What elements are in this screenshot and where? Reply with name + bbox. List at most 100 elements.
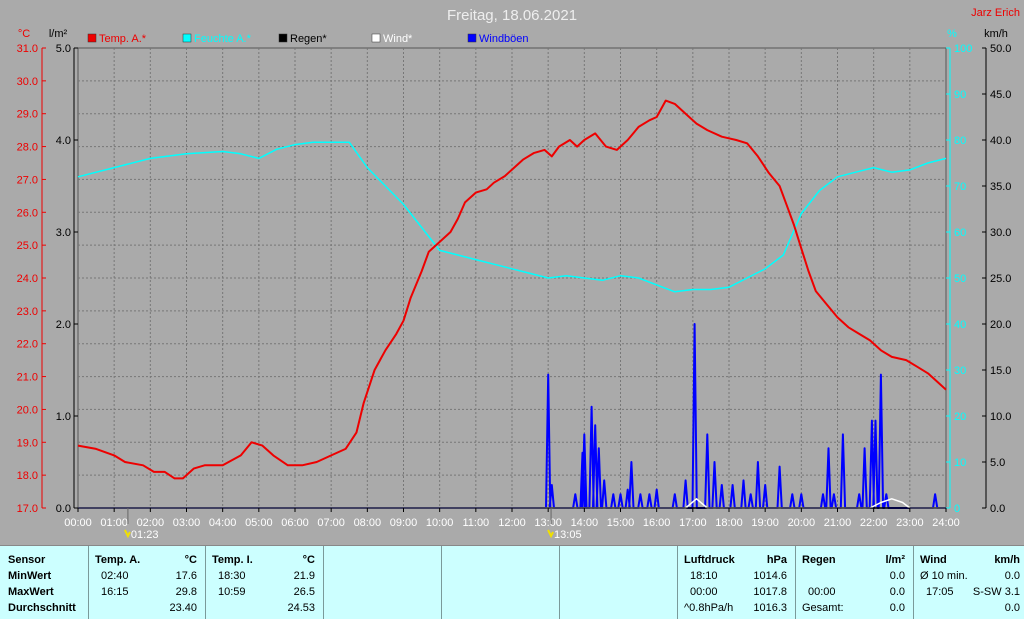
temp-a-header: Temp. A. bbox=[95, 554, 141, 566]
pressure-max-time: 00:00 bbox=[690, 586, 718, 598]
temp-tick-label: 30.0 bbox=[17, 76, 38, 88]
lightning-icon bbox=[547, 529, 554, 539]
temp-i-min-time: 18:30 bbox=[218, 570, 246, 582]
rain-max: 0.0 bbox=[889, 586, 905, 598]
rain-tick-label: 2.0 bbox=[56, 319, 71, 331]
x-tick-label: 06:00 bbox=[281, 517, 309, 529]
hum-tick-label: 30 bbox=[954, 365, 966, 377]
rain-axis-unit: l/m² bbox=[49, 28, 68, 40]
pressure-max: 1017.8 bbox=[753, 586, 787, 598]
wind-tick-label: 50.0 bbox=[990, 43, 1011, 55]
x-tick-label: 10:00 bbox=[426, 517, 454, 529]
series-tempa bbox=[77, 99, 947, 480]
legend-swatch bbox=[278, 33, 288, 43]
empty-column-1 bbox=[324, 546, 442, 619]
legend-label: Windböen bbox=[479, 33, 529, 45]
pressure-min: 1014.6 bbox=[753, 570, 787, 582]
temp-a-unit: °C bbox=[184, 554, 197, 566]
wind-header: Wind bbox=[920, 554, 947, 566]
x-tick-label: 15:00 bbox=[607, 517, 635, 529]
temp-i-max-time: 10:59 bbox=[218, 586, 246, 598]
series-feuchtea bbox=[77, 141, 947, 293]
rain-header: Regen bbox=[802, 554, 836, 566]
hum-tick-label: 40 bbox=[954, 319, 966, 331]
temp-a-column: Temp. A. °C 02:40 17.6 16:15 29.8 23.40 bbox=[89, 546, 206, 619]
legend-swatch bbox=[467, 33, 477, 43]
x-tick-label: 17:00 bbox=[679, 517, 707, 529]
x-tick-label: 03:00 bbox=[173, 517, 201, 529]
x-tick-label: 22:00 bbox=[860, 517, 888, 529]
legend-label: Feuchte A.* bbox=[194, 33, 252, 45]
temp-tick-label: 20.0 bbox=[17, 404, 38, 416]
axis-labels: 17.0 18.0 19.0 20.0 21.0 22.0 23.0 24.0 25.0 26.0… bbox=[17, 43, 1012, 529]
hum-tick-label: 0 bbox=[954, 503, 960, 515]
wind-axis-unit: km/h bbox=[984, 28, 1008, 40]
row-label-avg: Durchschnitt bbox=[8, 602, 76, 614]
series-wind bbox=[78, 498, 946, 509]
x-tick-label: 02:00 bbox=[137, 517, 165, 529]
temp-axis-unit: °C bbox=[18, 28, 30, 40]
hum-tick-label: 90 bbox=[954, 89, 966, 101]
chart-title: Freitag, 18.06.2021 bbox=[447, 7, 577, 24]
x-tick-label: 20:00 bbox=[788, 517, 816, 529]
sensor-header: Sensor bbox=[8, 554, 46, 566]
rain-min: 0.0 bbox=[889, 570, 905, 582]
temp-tick-label: 28.0 bbox=[17, 142, 38, 154]
wind-max-time: 17:05 bbox=[926, 586, 954, 598]
pressure-column: Luftdruck hPa 18:10 1014.6 00:00 1017.8 ^0.… bbox=[678, 546, 796, 619]
x-tick-label: 05:00 bbox=[245, 517, 273, 529]
wind-tick-label: 45.0 bbox=[990, 89, 1011, 101]
temp-i-avg: 24.53 bbox=[287, 602, 315, 614]
wind-tick-label: 5.0 bbox=[990, 457, 1005, 469]
pressure-header: Luftdruck bbox=[684, 554, 735, 566]
x-tick-label: 08:00 bbox=[354, 517, 382, 529]
x-tick-label: 14:00 bbox=[571, 517, 599, 529]
legend-swatch bbox=[371, 33, 381, 43]
temp-tick-label: 18.0 bbox=[17, 470, 38, 482]
pressure-unit: hPa bbox=[766, 554, 787, 566]
hum-tick-label: 50 bbox=[954, 273, 966, 285]
pressure-min-time: 18:10 bbox=[690, 570, 718, 582]
wind-tick-label: 15.0 bbox=[990, 365, 1011, 377]
time-markers: 01:23 13:05 bbox=[124, 508, 582, 541]
x-tick-label: 19:00 bbox=[751, 517, 779, 529]
x-tick-label: 18:00 bbox=[715, 517, 743, 529]
x-tick-label: 24:00 bbox=[932, 517, 960, 529]
x-tick-label: 16:00 bbox=[643, 517, 671, 529]
wind-tick-label: 10.0 bbox=[990, 411, 1011, 423]
temp-tick-label: 31.0 bbox=[17, 43, 38, 55]
temp-tick-label: 29.0 bbox=[17, 109, 38, 121]
x-tick-label: 12:00 bbox=[498, 517, 526, 529]
wind-tick-label: 25.0 bbox=[990, 273, 1011, 285]
x-tick-label: 23:00 bbox=[896, 517, 924, 529]
temp-tick-label: 21.0 bbox=[17, 372, 38, 384]
temp-tick-label: 24.0 bbox=[17, 273, 38, 285]
empty-column-2 bbox=[442, 546, 560, 619]
x-tick-label: 21:00 bbox=[824, 517, 852, 529]
station-name: Jarz Erich bbox=[971, 7, 1020, 19]
hum-axis-unit: % bbox=[947, 28, 957, 40]
hum-tick-label: 10 bbox=[954, 457, 966, 469]
legend: Temp. A.* Feuchte A.* Regen* Wind* Windböen bbox=[87, 33, 529, 45]
hum-tick-label: 60 bbox=[954, 227, 966, 239]
temp-tick-label: 22.0 bbox=[17, 339, 38, 351]
wind-tick-label: 20.0 bbox=[990, 319, 1011, 331]
rain-tick-label: 4.0 bbox=[56, 135, 71, 147]
rain-unit: l/m² bbox=[885, 554, 905, 566]
weather-chart: Freitag, 18.06.2021 Jarz Erich °C l/m² %… bbox=[17, 7, 1020, 541]
temp-a-avg: 23.40 bbox=[169, 602, 197, 614]
rain-tick-label: 5.0 bbox=[56, 43, 71, 55]
hum-tick-label: 100 bbox=[954, 43, 972, 55]
temp-i-unit: °C bbox=[302, 554, 315, 566]
wind-column: Wind km/h Ø 10 min. 0.0 17:05 S-SW 3.1 0.0 bbox=[914, 546, 1024, 619]
wind-avg-label: Ø 10 min. bbox=[920, 570, 968, 582]
x-tick-label: 07:00 bbox=[317, 517, 345, 529]
row-label-max: MaxWert bbox=[8, 586, 54, 598]
temp-tick-label: 27.0 bbox=[17, 174, 38, 186]
x-tick-label: 01:00 bbox=[100, 517, 128, 529]
temp-tick-label: 26.0 bbox=[17, 207, 38, 219]
temp-tick-label: 23.0 bbox=[17, 306, 38, 318]
wind-tick-label: 35.0 bbox=[990, 181, 1011, 193]
legend-swatch bbox=[87, 33, 97, 43]
x-tick-label: 09:00 bbox=[390, 517, 418, 529]
